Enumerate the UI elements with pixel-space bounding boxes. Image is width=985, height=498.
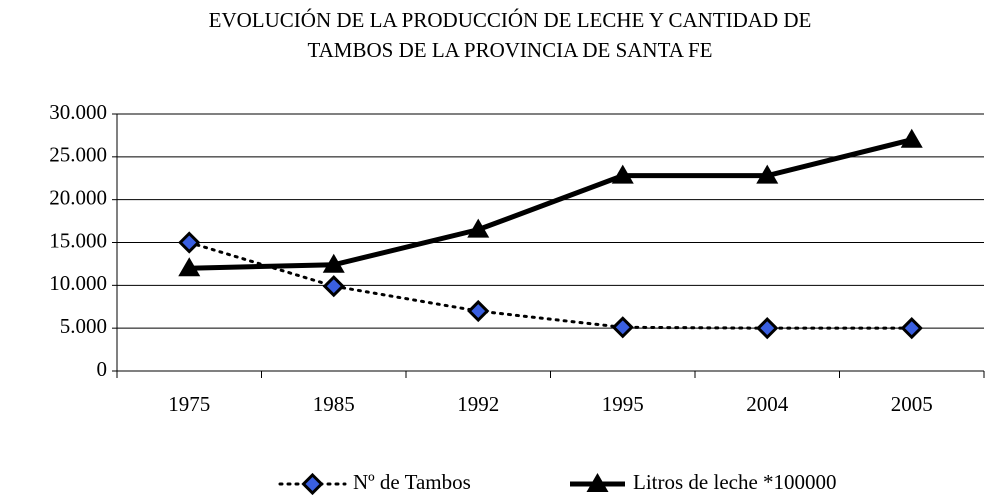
series-line — [187, 241, 914, 330]
legend-marker — [301, 472, 324, 496]
y-tick-label: 20.000 — [49, 185, 107, 209]
data-point — [467, 299, 490, 323]
data-point — [611, 316, 634, 339]
data-point — [900, 317, 923, 340]
data-point — [322, 253, 345, 273]
data-point — [467, 218, 490, 238]
x-tick-label: 1995 — [602, 392, 644, 416]
y-tick-label: 30.000 — [49, 100, 107, 124]
data-point — [178, 257, 201, 277]
legend-label: Nº de Tambos — [353, 470, 471, 494]
data-point — [178, 231, 201, 254]
y-tick-label: 10.000 — [49, 271, 107, 295]
series-line — [189, 137, 913, 271]
data-point — [611, 164, 634, 184]
y-tick-label: 0 — [97, 357, 108, 381]
y-tick-label: 25.000 — [49, 143, 107, 167]
data-point — [322, 275, 345, 298]
legend-marker — [586, 473, 609, 492]
chart-title: TAMBOS DE LA PROVINCIA DE SANTA FE — [307, 38, 712, 62]
x-tick-label: 2004 — [746, 392, 789, 416]
y-tick-label: 5.000 — [60, 314, 107, 338]
chart-title: EVOLUCIÓN DE LA PRODUCCIÓN DE LECHE Y CA… — [209, 8, 812, 32]
legend-label: Litros de leche *100000 — [633, 470, 837, 494]
data-point — [900, 128, 923, 148]
y-tick-label: 15.000 — [49, 228, 107, 252]
data-point — [756, 317, 779, 340]
x-tick-label: 1985 — [313, 392, 355, 416]
x-tick-label: 2005 — [891, 392, 933, 416]
x-tick-label: 1992 — [457, 392, 499, 416]
x-tick-label: 1975 — [168, 392, 210, 416]
data-point — [756, 164, 779, 184]
